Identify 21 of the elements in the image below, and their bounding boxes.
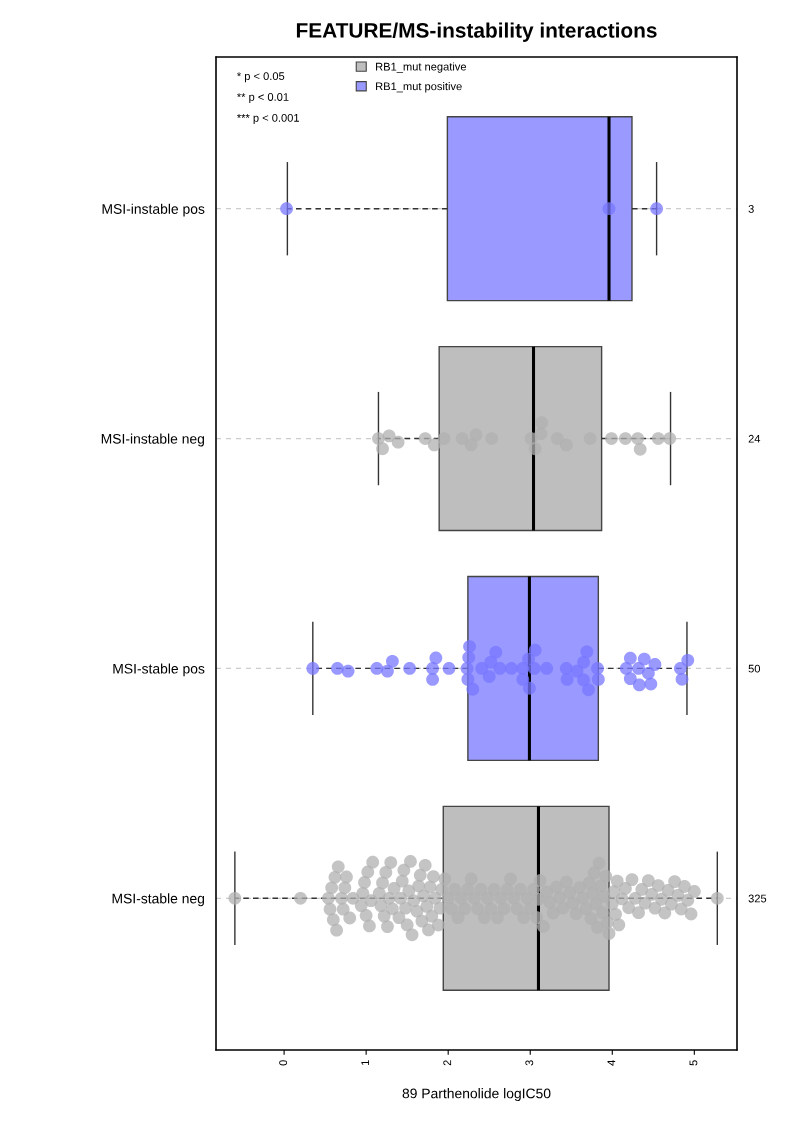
annotation: ** p < 0.01	[237, 93, 289, 104]
annotation: *** p < 0.001	[237, 113, 299, 124]
x-tick-label: 4	[607, 1060, 616, 1066]
y-tick-label: MSI-instable pos	[102, 203, 205, 217]
x-tick-label: 2	[443, 1060, 452, 1066]
x-tick-label: 1	[361, 1060, 370, 1066]
y-tick-label: MSI-stable pos	[113, 663, 205, 677]
annotation: * p < 0.05	[237, 72, 285, 83]
x-axis-title: 89 Parthenolide logIC50	[402, 1088, 551, 1102]
chart-title: FEATURE/MS-instability interactions	[296, 22, 657, 42]
y-tick-label: MSI-stable neg	[112, 893, 204, 907]
y2-tick-label: 50	[748, 664, 761, 673]
legend-label: RB1_mut positive	[376, 82, 462, 93]
y2-tick-label: 3	[748, 204, 754, 213]
y2-tick-label: 24	[748, 434, 761, 443]
x-tick-label: 5	[689, 1060, 698, 1066]
legend-label: RB1_mut negative	[376, 62, 467, 73]
x-tick-label: 0	[279, 1060, 288, 1066]
y2-tick-label: 325	[748, 894, 767, 903]
y-tick-label: MSI-instable neg	[101, 433, 204, 447]
x-tick-label: 3	[525, 1060, 534, 1066]
